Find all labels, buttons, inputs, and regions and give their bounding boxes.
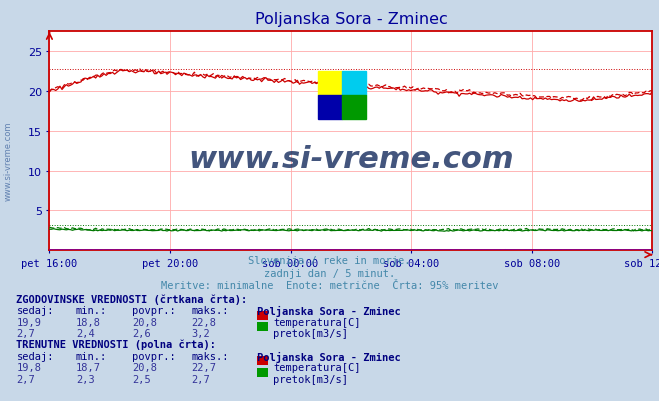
Text: 2,4: 2,4 [76,328,94,338]
Text: 2,5: 2,5 [132,374,150,384]
Title: Poljanska Sora - Zminec: Poljanska Sora - Zminec [254,12,447,27]
Text: sedaj:: sedaj: [16,306,54,316]
Text: temperatura[C]: temperatura[C] [273,362,361,372]
Text: min.:: min.: [76,306,107,316]
Text: 2,7: 2,7 [16,328,35,338]
Text: povpr.:: povpr.: [132,306,175,316]
Text: povpr.:: povpr.: [132,351,175,361]
Bar [318,71,342,95]
Text: maks.:: maks.: [191,306,229,316]
Text: maks.:: maks.: [191,351,229,361]
Text: min.:: min.: [76,351,107,361]
Bar [342,71,366,95]
Bar [342,95,366,119]
Text: 20,8: 20,8 [132,362,157,372]
Text: 18,8: 18,8 [76,317,101,327]
Text: sedaj:: sedaj: [16,351,54,361]
Text: 2,7: 2,7 [191,374,210,384]
Text: Meritve: minimalne  Enote: metrične  Črta: 95% meritev: Meritve: minimalne Enote: metrične Črta:… [161,281,498,291]
Text: www.si-vreme.com: www.si-vreme.com [188,144,514,173]
Bar [318,95,342,119]
Text: pretok[m3/s]: pretok[m3/s] [273,374,349,384]
Text: Poljanska Sora - Zminec: Poljanska Sora - Zminec [257,306,401,316]
Text: Poljanska Sora - Zminec: Poljanska Sora - Zminec [257,351,401,362]
Text: 22,7: 22,7 [191,362,216,372]
Text: TRENUTNE VREDNOSTI (polna črta):: TRENUTNE VREDNOSTI (polna črta): [16,339,216,349]
Text: 19,9: 19,9 [16,317,42,327]
Text: zadnji dan / 5 minut.: zadnji dan / 5 minut. [264,268,395,278]
Text: 2,6: 2,6 [132,328,150,338]
Text: 22,8: 22,8 [191,317,216,327]
Text: 2,7: 2,7 [16,374,35,384]
Text: Slovenija / reke in morje.: Slovenija / reke in morje. [248,255,411,265]
Text: ZGODOVINSKE VREDNOSTI (črtkana črta):: ZGODOVINSKE VREDNOSTI (črtkana črta): [16,294,248,304]
Text: temperatura[C]: temperatura[C] [273,317,361,327]
Text: 18,7: 18,7 [76,362,101,372]
Text: 2,3: 2,3 [76,374,94,384]
Text: 20,8: 20,8 [132,317,157,327]
Text: pretok[m3/s]: pretok[m3/s] [273,328,349,338]
Text: www.si-vreme.com: www.si-vreme.com [3,121,13,200]
Text: 19,8: 19,8 [16,362,42,372]
Text: 3,2: 3,2 [191,328,210,338]
